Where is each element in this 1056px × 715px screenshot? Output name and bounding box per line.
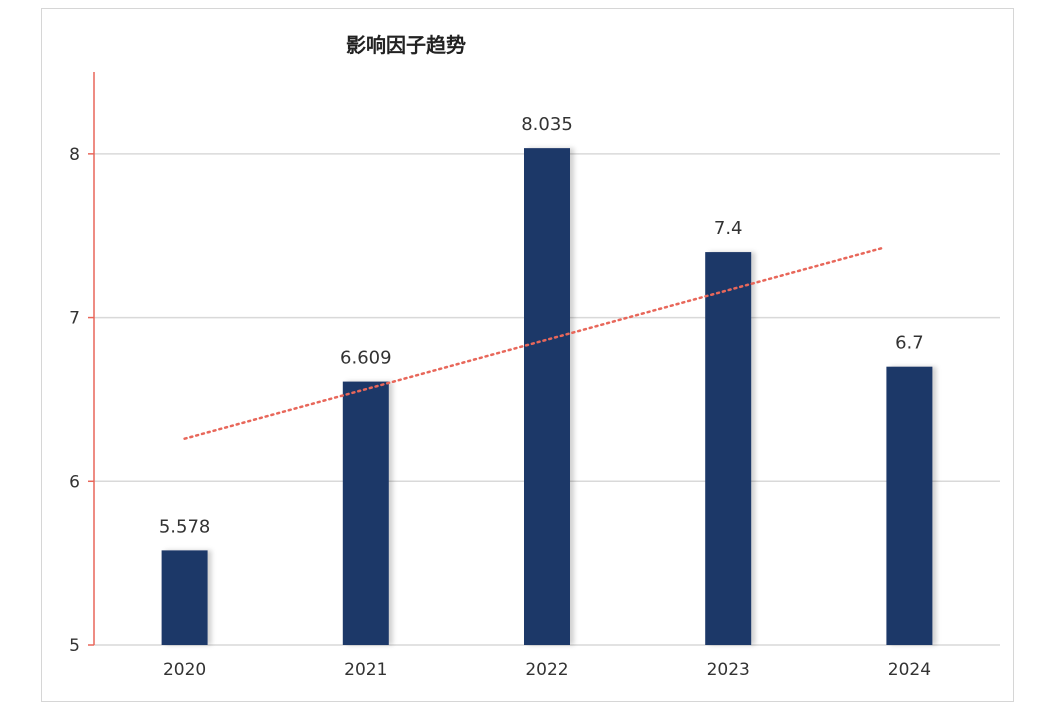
- data-label: 5.578: [159, 516, 211, 537]
- bar-2022[interactable]: [524, 148, 570, 645]
- y-tick-label: 5: [69, 636, 80, 656]
- chart-title: 影响因子趋势: [346, 33, 466, 57]
- y-tick-label: 8: [69, 145, 80, 165]
- data-label: 7.4: [714, 218, 743, 239]
- x-tick-label: 2023: [707, 660, 750, 680]
- y-tick-label: 6: [69, 472, 80, 492]
- x-tick-label: 2024: [888, 660, 931, 680]
- data-label: 6.609: [340, 348, 392, 369]
- trend-line: [183, 246, 885, 440]
- y-tick-label: 7: [69, 309, 80, 329]
- trend-line-group: [183, 246, 885, 440]
- bar-2023[interactable]: [705, 252, 752, 646]
- data-label: 6.7: [895, 333, 924, 354]
- bar-2024[interactable]: [886, 366, 933, 645]
- x-tick-label: 2020: [163, 660, 206, 680]
- bar-2021[interactable]: [342, 381, 389, 645]
- x-tick-label: 2022: [525, 660, 568, 680]
- data-label: 8.035: [521, 114, 573, 135]
- labels: 5 6 7 8 5.578 2020 6.609 2021 8.035 2022 7.4 2023 6.…: [69, 114, 931, 680]
- x-tick-label: 2021: [344, 660, 387, 680]
- axes: [88, 72, 95, 646]
- bar-2020[interactable]: [161, 550, 208, 645]
- bars: [161, 148, 933, 646]
